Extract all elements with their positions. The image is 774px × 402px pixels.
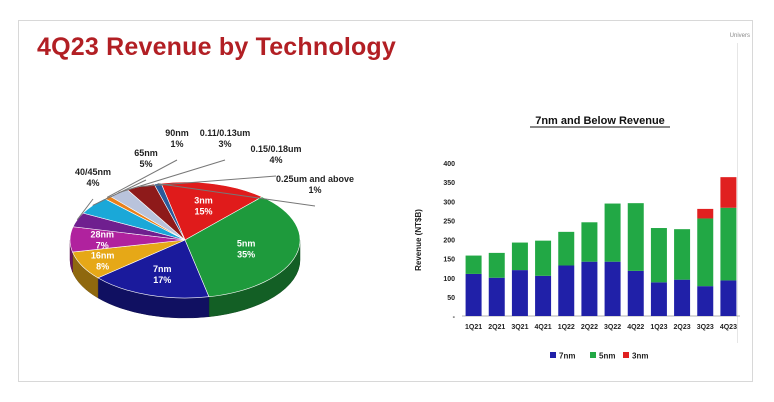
y-tick-label: 50 bbox=[447, 295, 455, 302]
y-tick-label: 300 bbox=[443, 199, 455, 206]
y-tick-label: 200 bbox=[443, 238, 455, 245]
slide-title: 4Q23 Revenue by Technology bbox=[37, 33, 397, 61]
legend-swatch-5nm bbox=[590, 352, 596, 358]
bar-chart-title: 7nm and Below Revenue bbox=[535, 115, 665, 127]
bar-7nm-2Q22 bbox=[581, 261, 598, 316]
pie-slice-5nm bbox=[184, 196, 301, 298]
x-tick-label: 2Q22 bbox=[581, 324, 598, 331]
pie-leader-line bbox=[106, 159, 178, 198]
bar-5nm-3Q22 bbox=[604, 203, 621, 262]
bar-5nm-1Q22 bbox=[558, 231, 575, 266]
bar-7nm-3Q23 bbox=[697, 286, 714, 316]
pie-label-name: 7nm bbox=[153, 264, 172, 274]
pie-label-name: 65nm bbox=[134, 148, 158, 158]
pie-label-value: 17% bbox=[153, 275, 171, 285]
pie-leader-line bbox=[118, 159, 226, 194]
y-tick-label: 350 bbox=[443, 180, 455, 187]
bar-7nm-1Q23 bbox=[650, 282, 667, 316]
bar-5nm-3Q21 bbox=[511, 242, 528, 271]
pie-label-value: 35% bbox=[237, 249, 255, 259]
legend-label: 3nm bbox=[632, 352, 648, 361]
legend-swatch-3nm bbox=[623, 352, 629, 358]
pie-label-value: 4% bbox=[86, 178, 99, 188]
y-tick-label: - bbox=[453, 314, 456, 321]
bar-legend: 7nm 5nm 3nm bbox=[550, 352, 648, 361]
pie-slice-3nm bbox=[160, 181, 263, 241]
pie-leader-line bbox=[76, 198, 94, 221]
pie-label-name: 28nm bbox=[90, 230, 114, 240]
x-tick-label: 4Q21 bbox=[535, 324, 552, 331]
pie-label-name: 0.25um and above bbox=[276, 174, 354, 184]
divider bbox=[737, 43, 738, 343]
pie-label-value: 7% bbox=[96, 241, 109, 251]
bar-7nm-4Q22 bbox=[627, 270, 644, 316]
bar-5nm-2Q22 bbox=[581, 222, 598, 262]
bar-7nm-4Q23 bbox=[720, 280, 737, 316]
legend-label: 5nm bbox=[599, 352, 615, 361]
pie-label-name: 40/45nm bbox=[75, 167, 111, 177]
bar-7nm-4Q21 bbox=[535, 275, 552, 316]
pie-label-value: 5% bbox=[139, 159, 152, 169]
corner-label: Univers bbox=[729, 33, 750, 39]
legend-label: 7nm bbox=[559, 352, 575, 361]
x-tick-label: 1Q21 bbox=[465, 324, 482, 331]
bar-5nm-1Q23 bbox=[650, 228, 667, 283]
bar-7nm-1Q22 bbox=[558, 265, 575, 316]
x-tick-label: 2Q23 bbox=[674, 324, 691, 331]
y-tick-label: 400 bbox=[443, 161, 455, 168]
x-tick-label: 1Q22 bbox=[558, 324, 575, 331]
pie-slice-0.25um and above bbox=[153, 182, 186, 241]
x-tick-label: 4Q22 bbox=[627, 324, 644, 331]
bar-5nm-4Q22 bbox=[627, 203, 644, 271]
pie-top bbox=[69, 181, 301, 299]
pie-label-name: 0.15/0.18um bbox=[250, 144, 301, 154]
bar-5nm-4Q23 bbox=[720, 207, 737, 281]
pie-label-value: 4% bbox=[269, 155, 282, 165]
bar-7nm-2Q23 bbox=[674, 279, 691, 316]
pie-label-value: 8% bbox=[96, 262, 109, 272]
x-tick-label: 2Q21 bbox=[488, 324, 505, 331]
legend-swatch-7nm bbox=[550, 352, 556, 358]
x-tick-label: 3Q23 bbox=[697, 324, 714, 331]
x-tick-label: 4Q23 bbox=[720, 324, 737, 331]
bar-5nm-4Q21 bbox=[535, 240, 552, 276]
pie-label-value: 1% bbox=[308, 185, 321, 195]
pie-label-value: 1% bbox=[170, 139, 183, 149]
pie-label-name: 0.11/0.13um bbox=[200, 128, 251, 138]
bar-3nm-4Q23 bbox=[720, 177, 737, 208]
bar-7nm-3Q22 bbox=[604, 261, 621, 316]
pie-label-name: 90nm bbox=[165, 128, 189, 138]
bar-plot: 7nm and Below Revenue - 50 100 150 200 250 300 3… bbox=[414, 115, 740, 331]
y-tick-label: 100 bbox=[443, 276, 455, 283]
x-tick-label: 1Q23 bbox=[650, 324, 667, 331]
bar-7nm-3Q21 bbox=[511, 270, 528, 316]
pie-leader-line bbox=[157, 183, 316, 207]
bar-5nm-1Q21 bbox=[465, 255, 482, 274]
bar-3nm-3Q23 bbox=[697, 208, 714, 219]
y-tick-label: 250 bbox=[443, 218, 455, 225]
bar-7nm-2Q21 bbox=[488, 277, 505, 316]
bar-5nm-2Q21 bbox=[488, 252, 505, 278]
bar-5nm-2Q23 bbox=[674, 229, 691, 280]
pie-label-value: 3% bbox=[218, 139, 231, 149]
x-tick-label: 3Q22 bbox=[604, 324, 621, 331]
pie-label-name: 5nm bbox=[237, 238, 256, 248]
pie-labels: 3nm15%5nm35%7nm17%16nm8%28nm7%40/45nm4%6… bbox=[75, 128, 354, 285]
pie-slice-7nm bbox=[97, 239, 210, 299]
bar-7nm-1Q21 bbox=[465, 273, 482, 316]
x-tick-label: 3Q21 bbox=[511, 324, 528, 331]
y-tick-label: 150 bbox=[443, 257, 455, 264]
bar-5nm-3Q23 bbox=[697, 218, 714, 287]
y-axis-label: Revenue (NT$B) bbox=[414, 209, 423, 271]
pie-label-name: 3nm bbox=[194, 195, 213, 205]
pie-label-value: 15% bbox=[194, 206, 212, 216]
pie-label-name: 16nm bbox=[91, 251, 115, 261]
